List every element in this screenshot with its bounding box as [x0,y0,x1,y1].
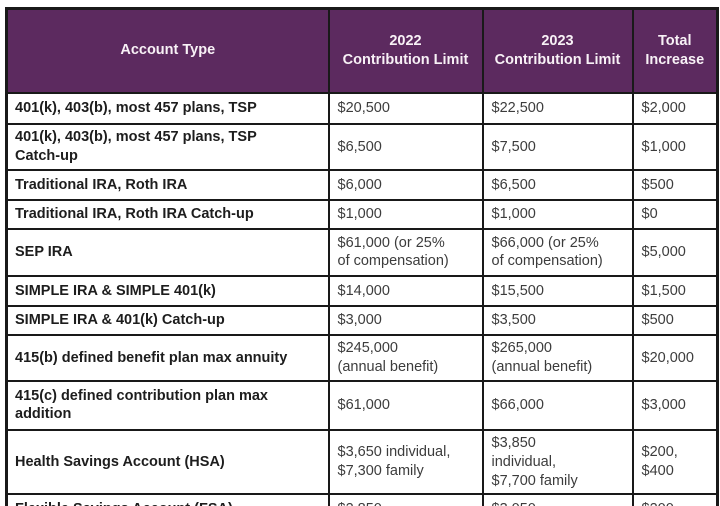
table-row: Flexible Savings Account (FSA) $2,850 $3… [5,493,719,506]
total-increase-cell: $1,000 [631,123,719,171]
limit-2023-cell: $1,000 [481,198,634,230]
table-row: 401(k), 403(b), most 457 plans, TSP Catc… [5,123,719,171]
col-header-2023-limit: 2023 Contribution Limit [481,7,634,95]
table-row: Traditional IRA, Roth IRA Catch-up $1,00… [5,198,719,230]
limit-2022-cell: $6,000 [327,168,484,201]
account-type-cell: SIMPLE IRA & SIMPLE 401(k) [5,274,330,307]
account-type-cell: Traditional IRA, Roth IRA Catch-up [5,198,330,230]
limit-2022-cell: $3,650 individual, $7,300 family [327,428,484,496]
limit-2023-cell: $3,500 [481,304,634,336]
account-type-cell: 415(c) defined contribution plan max add… [5,379,330,431]
limit-2023-cell: $15,500 [481,274,634,307]
limit-2022-cell: $14,000 [327,274,484,307]
col-header-account-type: Account Type [5,7,330,95]
total-increase-cell: $5,000 [631,227,719,277]
col-header-total-increase: Total Increase [631,7,719,95]
limit-2022-cell: $61,000 [327,379,484,431]
account-type-cell: Health Savings Account (HSA) [5,428,330,496]
account-type-cell: Flexible Savings Account (FSA) [5,493,330,506]
total-increase-cell: $500 [631,304,719,336]
contribution-limits-table: Account Type 2022 Contribution Limit 2023… [5,7,719,506]
limit-2023-cell: $3,050 [481,493,634,506]
account-type-cell: SEP IRA [5,227,330,277]
account-type-cell: Traditional IRA, Roth IRA [5,168,330,201]
limit-2023-cell: $66,000 [481,379,634,431]
total-increase-cell: $20,000 [631,333,719,382]
limit-2023-cell: $66,000 (or 25% of compensation) [481,227,634,277]
table-row: 401(k), 403(b), most 457 plans, TSP $20,… [5,92,719,126]
limit-2023-cell: $3,850 individual, $7,700 family [481,428,634,496]
account-type-cell: SIMPLE IRA & 401(k) Catch-up [5,304,330,336]
table-row: SIMPLE IRA & SIMPLE 401(k) $14,000 $15,5… [5,274,719,307]
header-label: Account Type [120,42,216,59]
limit-2022-cell: $1,000 [327,198,484,230]
header-label: 2022 [389,32,422,49]
table-row: SEP IRA $61,000 (or 25% of compensation)… [5,227,719,277]
header-label: 2023 [541,32,574,49]
header-label: Total [657,32,692,49]
limit-2022-cell: $6,500 [327,123,484,171]
total-increase-cell: $1,500 [631,274,719,307]
col-header-2022-limit: 2022 Contribution Limit [327,7,484,95]
header-row: Account Type 2022 Contribution Limit 2023… [5,7,719,95]
total-increase-cell: $200 [631,493,719,506]
account-type-cell: 401(k), 403(b), most 457 plans, TSP [5,92,330,126]
limit-2023-cell: $22,500 [481,92,634,126]
limit-2022-cell: $20,500 [327,92,484,126]
total-increase-cell: $200, $400 [631,428,719,496]
limit-2022-cell: $3,000 [327,304,484,336]
account-type-cell: 401(k), 403(b), most 457 plans, TSP Catc… [5,123,330,171]
account-type-cell: 415(b) defined benefit plan max annuity [5,333,330,382]
table-row: 415(c) defined contribution plan max add… [5,379,719,431]
limit-2023-cell: $265,000 (annual benefit) [481,333,634,382]
table-row: SIMPLE IRA & 401(k) Catch-up $3,000 $3,5… [5,304,719,336]
table-row: Traditional IRA, Roth IRA $6,000 $6,500 … [5,168,719,201]
limit-2022-cell: $245,000 (annual benefit) [327,333,484,382]
total-increase-cell: $500 [631,168,719,201]
limit-2023-cell: $6,500 [481,168,634,201]
limit-2023-cell: $7,500 [481,123,634,171]
total-increase-cell: $2,000 [631,92,719,126]
total-increase-cell: $3,000 [631,379,719,431]
table-row: 415(b) defined benefit plan max annuity … [5,333,719,382]
table-row: Health Savings Account (HSA) $3,650 indi… [5,428,719,496]
limit-2022-cell: $2,850 [327,493,484,506]
limit-2022-cell: $61,000 (or 25% of compensation) [327,227,484,277]
total-increase-cell: $0 [631,198,719,230]
